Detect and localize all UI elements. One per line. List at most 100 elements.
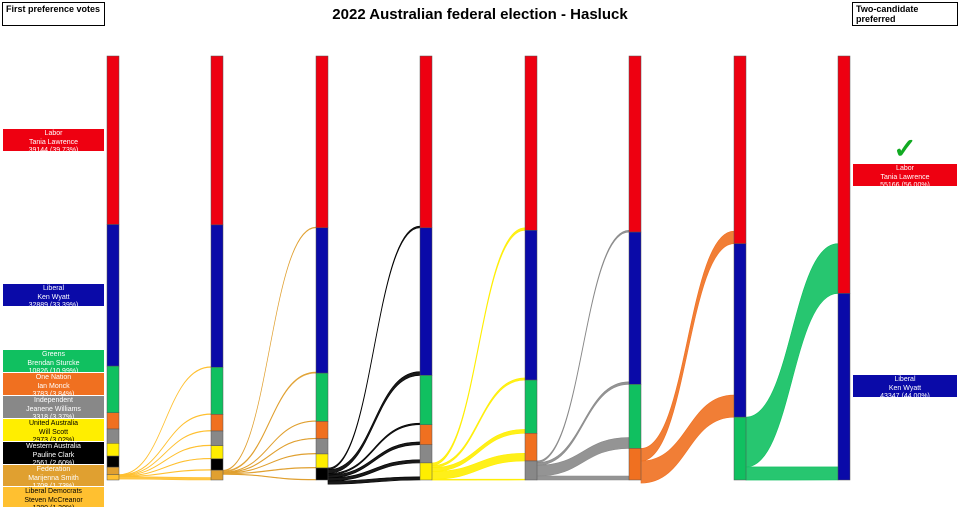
bar-segment (315, 453, 329, 469)
label-line: Tania Lawrence (28, 138, 79, 146)
label-line: One Nation (35, 374, 72, 381)
label-line: 1280 (1.30%) (3, 505, 104, 507)
label-line: Pauline Clark (32, 451, 75, 459)
label-line: Labor (896, 165, 914, 172)
bar-segment (210, 430, 224, 446)
label-line: Western Australia (26, 443, 81, 450)
bar-segment (524, 433, 538, 462)
candidate-label: Labor Tania Lawrence 39144 (39.73%) (3, 129, 104, 151)
bar-segment (106, 365, 120, 413)
bar-segment (210, 224, 224, 368)
bar-segment (315, 227, 329, 374)
bar-segment (106, 428, 120, 444)
transfer-flow (536, 475, 630, 481)
label-line: 3318 (3.37%) (32, 414, 75, 418)
label-line: Steven McCreanor (24, 496, 83, 504)
label-line: 3783 (3.84%) (32, 391, 75, 395)
bar-segment (733, 55, 747, 244)
bar-segment (210, 458, 224, 471)
bar-segment (628, 384, 642, 449)
bar-segment (419, 462, 433, 481)
transfer-flow (745, 466, 839, 481)
stay-flow (537, 230, 629, 381)
bar-segment (106, 455, 120, 468)
label-line: Tania Lawrence (880, 173, 930, 181)
label-line: Marijenna Smith (28, 474, 79, 482)
bar-segment (315, 55, 329, 229)
final-candidate-label: Liberal Ken Wyatt 43347 (44.00%) (853, 375, 957, 397)
bar-segment (524, 379, 538, 434)
stay-flow (432, 56, 525, 228)
stay-flow (119, 225, 211, 367)
stay-flow (432, 228, 525, 378)
label-line: Ken Wyatt (888, 384, 922, 392)
label-line: 2973 (3.02%) (32, 437, 75, 441)
label-line: Ian Monck (37, 382, 70, 390)
label-line: Liberal Democrats (25, 488, 82, 495)
label-line: 32889 (33.39%) (28, 302, 79, 306)
stay-flow (119, 429, 211, 445)
bar-segment (628, 448, 642, 481)
stay-flow (641, 56, 734, 232)
transfer-flow (431, 478, 526, 481)
bar-segment (106, 224, 120, 367)
label-line: United Australia (28, 420, 79, 427)
two-candidate-box: Two-candidate preferred (852, 2, 958, 26)
stay-flow (328, 373, 420, 424)
stay-flow (119, 56, 211, 225)
bar-segment (106, 55, 120, 225)
label-line: Federation (36, 466, 71, 473)
bar-segment (210, 414, 224, 432)
stay-flow (328, 228, 420, 373)
candidate-label: Liberal Ken Wyatt 32889 (33.39%) (3, 284, 104, 306)
candidate-label: One Nation Ian Monck 3783 (3.84%) (3, 373, 104, 395)
stay-flow (537, 380, 629, 438)
label-line: 2561 (2.60%) (32, 460, 75, 464)
chart-title: 2022 Australian federal election - Haslu… (332, 6, 628, 23)
bar-segment (210, 469, 224, 481)
label-line: Will Scott (38, 428, 69, 436)
bar-segment (524, 230, 538, 381)
stay-flow (119, 366, 211, 414)
bar-segment (210, 445, 224, 460)
bar-segment (210, 367, 224, 415)
bar-segment (106, 474, 120, 481)
stay-flow (328, 56, 420, 228)
winner-check-icon: ✓ (893, 133, 917, 164)
label-line: Labor (44, 130, 63, 137)
bar-segment (315, 421, 329, 439)
label-line: Jeanene Williams (26, 405, 81, 413)
bar-segment (628, 231, 642, 385)
label-line: Independent (34, 397, 73, 404)
label-line: Liberal (894, 376, 916, 383)
bar-segment (315, 372, 329, 422)
label-line: 1708 (1.73%) (3, 483, 104, 486)
bar-segment (106, 443, 120, 457)
bar-segment (315, 438, 329, 455)
bar-segment (419, 227, 433, 376)
bar-segment (315, 467, 329, 481)
bar-segment (628, 55, 642, 233)
candidate-label: Greens Brendan Sturcke 10826 (10.99%) (3, 350, 104, 372)
bar-segment (733, 243, 747, 418)
label-line: Liberal (42, 285, 64, 292)
bar-segment (419, 55, 433, 229)
label-line: 55166 (56.00%) (880, 182, 930, 186)
bar-segment (210, 55, 224, 226)
label-line: Greens (42, 351, 65, 358)
bar-segment (837, 55, 851, 294)
stay-flow (119, 443, 211, 458)
bar-segment (419, 444, 433, 464)
label-line: Brendan Sturcke (27, 359, 80, 367)
bar-segment (419, 424, 433, 445)
first-preference-box: First preference votes (2, 2, 105, 26)
label-line: 39144 (39.73%) (28, 147, 79, 151)
final-candidate-label: Labor Tania Lawrence 55166 (56.00%) (853, 164, 957, 186)
bar-segment (106, 412, 120, 430)
candidate-label: Western Australia Pauline Clark 2561 (2.60… (3, 442, 104, 464)
stay-flow (641, 232, 734, 396)
stay-flow (537, 56, 629, 230)
label-line: Ken Wyatt (37, 293, 70, 301)
